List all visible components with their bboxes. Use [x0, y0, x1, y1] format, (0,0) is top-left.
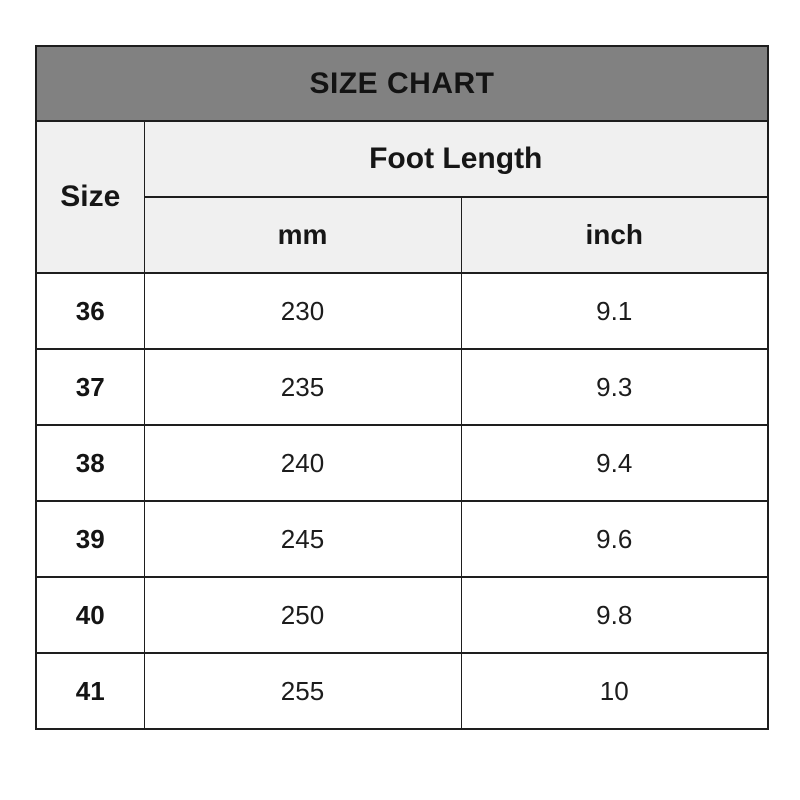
table-row: 37 235 9.3 [35, 348, 769, 426]
mm-value: 250 [143, 576, 462, 654]
table-subheader-row: mm inch [36, 196, 769, 274]
mm-value: 240 [143, 424, 462, 502]
table-row: 38 240 9.4 [35, 424, 769, 502]
table-row: 36 230 9.1 [35, 272, 769, 350]
size-chart-table: SIZE CHART Size Foot Length mm inch 36 2… [35, 45, 770, 730]
column-header-mm: mm [143, 196, 462, 274]
mm-value: 235 [143, 348, 462, 426]
table-row: 40 250 9.8 [35, 576, 769, 654]
inch-value: 9.6 [460, 500, 769, 578]
size-value: 36 [35, 272, 145, 350]
mm-value: 245 [143, 500, 462, 578]
column-header-size: Size [35, 120, 145, 274]
size-value: 38 [35, 424, 145, 502]
mm-value: 230 [143, 272, 462, 350]
inch-value: 9.1 [460, 272, 769, 350]
size-value: 39 [35, 500, 145, 578]
column-group-header-foot-length: Foot Length [143, 120, 769, 198]
column-header-inch: inch [460, 196, 769, 274]
table-row: 41 255 10 [35, 652, 769, 730]
size-value: 41 [35, 652, 145, 730]
size-value: 37 [35, 348, 145, 426]
table-title-row: SIZE CHART [35, 45, 769, 122]
inch-value: 10 [460, 652, 769, 730]
table-group-header-row: Size Foot Length [35, 120, 769, 274]
inch-value: 9.8 [460, 576, 769, 654]
table-row: 39 245 9.6 [35, 500, 769, 578]
size-value: 40 [35, 576, 145, 654]
inch-value: 9.3 [460, 348, 769, 426]
table-title: SIZE CHART [35, 45, 769, 122]
mm-value: 255 [143, 652, 462, 730]
inch-value: 9.4 [460, 424, 769, 502]
